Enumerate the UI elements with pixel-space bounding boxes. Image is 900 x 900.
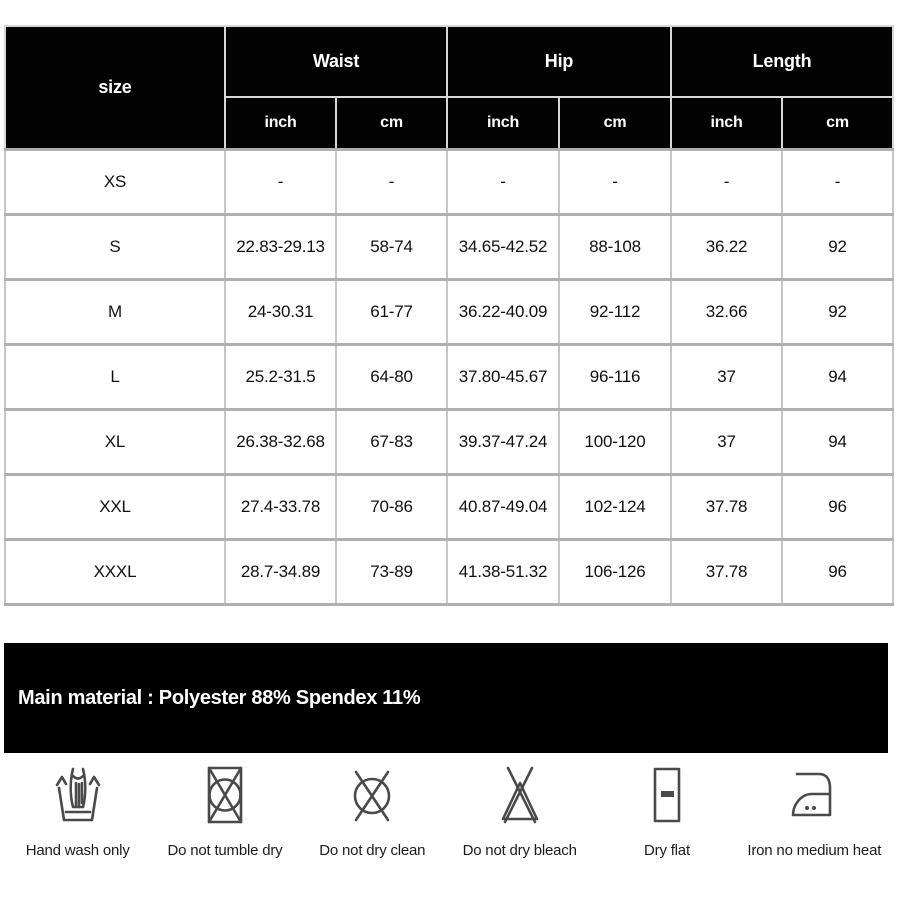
care-label: Do not dry bleach — [462, 842, 577, 859]
care-item-do-not-dry-bleach: Do not dry bleach — [446, 756, 593, 859]
care-label: Dry flat — [644, 842, 690, 859]
data-cell: 102-124 — [558, 473, 672, 541]
data-cell: 67-83 — [335, 408, 448, 476]
data-cell: 34.65-42.52 — [446, 213, 560, 281]
material-bar: Main material : Polyester 88% Spendex 11… — [4, 643, 888, 753]
data-cell: 58-74 — [335, 213, 448, 281]
do-not-dry-clean-icon — [342, 756, 402, 828]
size-cell: XL — [4, 408, 226, 476]
data-cell: 73-89 — [335, 538, 448, 606]
iron-no-medium-heat-icon — [784, 756, 844, 828]
data-cell: - — [224, 148, 337, 216]
data-cell: 26.38-32.68 — [224, 408, 337, 476]
unit-header: cm — [335, 96, 448, 151]
care-instructions: Hand wash only Do not tumble dry — [4, 756, 888, 859]
data-cell: - — [446, 148, 560, 216]
data-cell: 100-120 — [558, 408, 672, 476]
data-cell: 28.7-34.89 — [224, 538, 337, 606]
unit-header: cm — [558, 96, 672, 151]
data-cell: 37 — [670, 343, 783, 411]
size-cell: M — [4, 278, 226, 346]
data-cell: 37.80-45.67 — [446, 343, 560, 411]
data-cell: - — [335, 148, 448, 216]
data-cell: 37.78 — [670, 538, 783, 606]
care-item-hand-wash: Hand wash only — [4, 756, 151, 859]
group-header-row: size Waist Hip Length — [4, 25, 895, 151]
table-row-xxl: XXL 27.4-33.78 70-86 40.87-49.04 102-124… — [4, 473, 895, 541]
size-cell: S — [4, 213, 226, 281]
care-label: Hand wash only — [25, 842, 130, 859]
size-cell: XXXL — [4, 538, 226, 606]
unit-header: inch — [446, 96, 560, 151]
data-cell: 27.4-33.78 — [224, 473, 337, 541]
data-cell: 92 — [780, 278, 895, 346]
data-cell: 36.22-40.09 — [446, 278, 560, 346]
data-cell: 25.2-31.5 — [224, 343, 337, 411]
data-cell: 64-80 — [335, 343, 448, 411]
data-cell: 70-86 — [335, 473, 448, 541]
size-chart-table: size Waist Hip Length inch cm inch cm in… — [4, 25, 895, 606]
do-not-tumble-dry-icon — [195, 756, 255, 828]
data-cell: 22.83-29.13 — [224, 213, 337, 281]
data-cell: - — [558, 148, 672, 216]
group-header-waist: Waist — [224, 25, 448, 98]
data-cell: 92-112 — [558, 278, 672, 346]
care-item-do-not-dry-clean: Do not dry clean — [299, 756, 446, 859]
data-cell: 106-126 — [558, 538, 672, 606]
table-row-l: L 25.2-31.5 64-80 37.80-45.67 96-116 37 … — [4, 343, 895, 411]
table-row-xl: XL 26.38-32.68 67-83 39.37-47.24 100-120… — [4, 408, 895, 476]
data-cell: 96-116 — [558, 343, 672, 411]
data-cell: 37.78 — [670, 473, 783, 541]
care-item-iron: Iron no medium heat — [741, 756, 888, 859]
table-row-xs: XS - - - - - - — [4, 148, 895, 216]
hand-wash-icon — [48, 756, 108, 828]
data-cell: 96 — [780, 473, 895, 541]
size-column-header: size — [4, 25, 226, 151]
unit-header-row: inch cm inch cm inch cm — [5, 96, 895, 151]
size-cell: XXL — [4, 473, 226, 541]
data-cell: 41.38-51.32 — [446, 538, 560, 606]
data-cell: - — [780, 148, 895, 216]
size-cell: L — [4, 343, 226, 411]
care-label: Do not tumble dry — [167, 842, 283, 859]
group-header-hip: Hip — [446, 25, 672, 98]
care-label: Iron no medium heat — [747, 842, 882, 859]
data-cell: 94 — [780, 343, 895, 411]
data-cell: 94 — [780, 408, 895, 476]
data-cell: 39.37-47.24 — [446, 408, 560, 476]
table-row-s: S 22.83-29.13 58-74 34.65-42.52 88-108 3… — [4, 213, 895, 281]
data-cell: 40.87-49.04 — [446, 473, 560, 541]
do-not-dry-bleach-icon — [490, 756, 550, 828]
table-row-xxxl: XXXL 28.7-34.89 73-89 41.38-51.32 106-12… — [4, 538, 895, 606]
dry-flat-icon — [637, 756, 697, 828]
unit-header: inch — [670, 96, 783, 151]
group-header-length: Length — [669, 25, 895, 98]
data-cell: 37 — [670, 408, 783, 476]
data-cell: 88-108 — [558, 213, 672, 281]
unit-header: inch — [224, 96, 337, 151]
data-cell: 32.66 — [670, 278, 783, 346]
unit-header: cm — [780, 96, 895, 151]
care-label: Do not dry clean — [319, 842, 426, 859]
data-cell: 61-77 — [335, 278, 448, 346]
table-row-m: M 24-30.31 61-77 36.22-40.09 92-112 32.6… — [4, 278, 895, 346]
material-text: Main material : Polyester 88% Spendex 11… — [18, 686, 421, 709]
care-item-dry-flat: Dry flat — [593, 756, 740, 859]
data-cell: 36.22 — [670, 213, 783, 281]
data-cell: 96 — [780, 538, 895, 606]
data-cell: - — [670, 148, 783, 216]
care-item-do-not-tumble-dry: Do not tumble dry — [151, 756, 298, 859]
data-cell: 24-30.31 — [224, 278, 337, 346]
size-cell: XS — [4, 148, 226, 216]
data-cell: 92 — [780, 213, 895, 281]
